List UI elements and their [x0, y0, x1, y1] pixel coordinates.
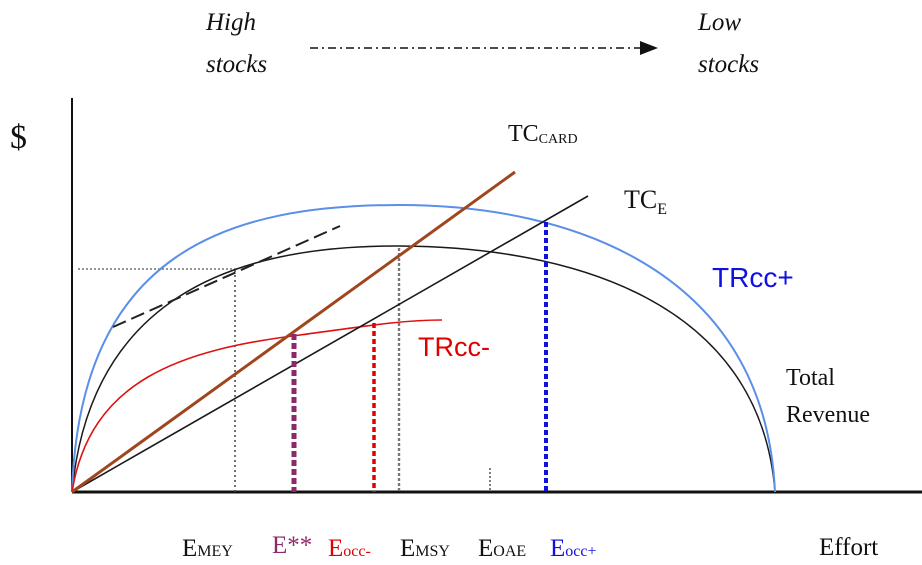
- e-oae-label: EOAE: [478, 535, 526, 562]
- tc-card-line: [71, 170, 516, 494]
- e-occ-plus-label: Eocc+: [550, 535, 597, 562]
- tr-cc-plus-label: TRcc+: [712, 262, 794, 293]
- total-revenue-label-line2: Revenue: [786, 402, 870, 428]
- x-axis-label: Effort: [819, 534, 878, 561]
- direction-arrow-head-icon: [640, 41, 658, 55]
- x-tick-labels: EMEY E** Eocc- EMSY EOAE Eocc+: [182, 532, 597, 562]
- tc-e-label: TCE: [624, 185, 667, 218]
- tr-cc-minus-label: TRcc-: [418, 332, 490, 362]
- mey-tangent-line: [112, 225, 341, 328]
- e-occ-minus-label: Eocc-: [328, 535, 371, 562]
- low-stocks-label-line2: stocks: [698, 51, 759, 78]
- tr-cc-minus-curve: [71, 319, 443, 493]
- e-mey-label: EMEY: [182, 535, 233, 562]
- high-stocks-label-line2: stocks: [206, 51, 267, 78]
- total-revenue-curve: [71, 245, 776, 493]
- stock-direction-header: High stocks Low stocks: [205, 9, 759, 78]
- e-star-label: E**: [272, 532, 312, 559]
- e-msy-label: EMSY: [400, 535, 450, 562]
- total-revenue-label-line1: Total: [786, 365, 835, 391]
- tc-e-line: [71, 195, 589, 493]
- high-stocks-label-line1: High: [205, 9, 256, 36]
- y-axis-label: $: [10, 119, 27, 156]
- low-stocks-label-line1: Low: [697, 9, 741, 36]
- tc-card-label: TCCARD: [508, 121, 578, 147]
- tr-cc-plus-curve: [71, 203, 776, 493]
